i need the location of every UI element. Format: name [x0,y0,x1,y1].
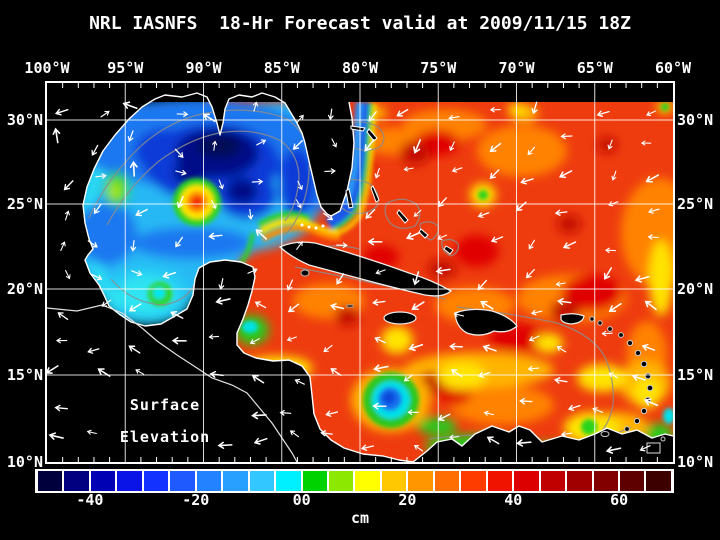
colorbar-segment-7 [223,471,248,491]
colorbar-segment-21 [593,471,618,491]
lat-label-lat-right-0: 30°N [677,111,714,129]
map-canvas: Surface Elevation [47,83,673,462]
colorbar-segment-11 [328,471,354,491]
colorbar-segment-15 [434,471,460,491]
island-jamaica [383,311,417,325]
islands-florida-keys [300,223,325,230]
colorbar-segment-23 [646,471,671,491]
colorbar-tick-5: 60 [610,491,629,509]
lat-label-lat-right-2: 20°N [677,280,714,298]
colorbar-tick-1: -20 [182,491,210,509]
lat-label-lat-left-3: 15°N [6,366,43,384]
colorbar-segment-17 [487,471,513,491]
colorbar-tick-2: 00 [292,491,311,509]
island-cayman [346,304,354,308]
lat-label-lat-right-4: 10°N [677,453,714,471]
colorbar-tick-3: 20 [398,491,417,509]
colorbar-segment-5 [170,471,195,491]
colorbar-segment-6 [196,471,222,491]
colorbar-segment-14 [408,471,433,491]
colorbar-segment-12 [355,471,380,491]
island-isle-of-youth [300,269,310,277]
lon-label-3: 85°W [263,59,300,77]
colorbar-segment-8 [249,471,275,491]
lat-label-lat-left-4: 10°N [6,453,43,471]
current-arrows [47,101,660,454]
colorbar-segment-13 [381,471,407,491]
colorbar-segment-1 [64,471,89,491]
overlay-label-line2: Elevation [120,428,210,446]
colorbar-segment-9 [276,471,301,491]
island-puerto-rico [560,313,585,325]
colorbar-tick-0: -40 [76,491,104,509]
lon-label-7: 65°W [576,59,613,77]
lon-label-2: 90°W [185,59,222,77]
lat-label-lat-right-1: 25°N [677,195,714,213]
lon-label-6: 70°W [498,59,535,77]
colorbar-segment-10 [302,471,327,491]
lat-label-lat-right-3: 15°N [677,366,714,384]
colorbar-segment-22 [619,471,645,491]
colorbar-unit: cm [350,509,370,527]
colorbar-segment-19 [540,471,566,491]
colorbar [35,469,674,493]
lon-label-1: 95°W [107,59,144,77]
colorbar-tick-4: 40 [504,491,523,509]
lon-label-0: 100°W [24,59,70,77]
colorbar-segment-16 [461,471,486,491]
colorbar-segment-3 [117,471,142,491]
colorbar-segment-4 [143,471,169,491]
colorbar-segment-2 [90,471,116,491]
colorbar-segment-20 [567,471,592,491]
lat-label-lat-left-1: 25°N [6,195,43,213]
island-cuba [278,241,453,297]
lon-label-8: 60°W [654,59,692,77]
island-hispaniola [454,308,518,336]
lon-label-5: 75°W [420,59,457,77]
colorbar-segment-18 [514,471,539,491]
coastline [82,92,673,462]
page-title: NRL IASNFS 18-Hr Forecast valid at 2009/… [89,13,631,34]
field-transition-bands [239,102,377,265]
field-eddies [148,103,673,459]
colorbar-segment-0 [38,471,63,491]
lat-label-lat-left-2: 20°N [6,280,43,298]
lat-label-lat-left-0: 30°N [6,111,43,129]
overlay-label-line1: Surface [130,396,200,414]
map-frame: Surface Elevation [45,81,675,464]
lon-label-4: 80°W [341,59,379,77]
pacific-coastline [47,304,298,462]
frame-minor-ticks [62,83,658,462]
